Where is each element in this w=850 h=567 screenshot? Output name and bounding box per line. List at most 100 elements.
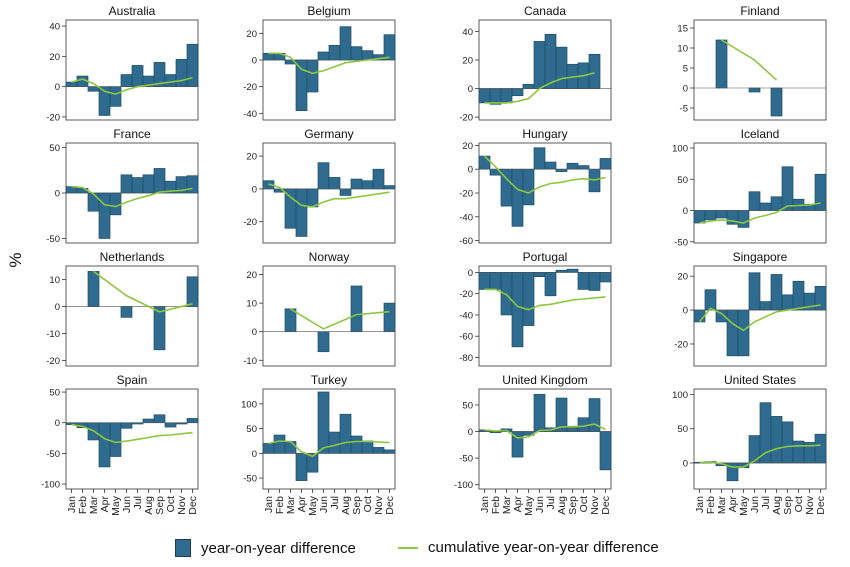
panel-title: Portugal	[523, 250, 568, 264]
x-tick-label: Apr	[512, 496, 524, 513]
bar-turkey-apr	[295, 453, 308, 481]
x-tick-label: May	[110, 495, 122, 516]
bar-spain-sep	[153, 414, 166, 424]
bar-belgium-jul	[328, 44, 341, 61]
bar-belgium-jun	[317, 51, 330, 61]
bar-germany-nov	[372, 168, 385, 190]
y-tick-label: 50	[49, 388, 60, 399]
y-tick-label: -20	[459, 189, 473, 200]
bar-finland-jun	[748, 87, 761, 93]
bar-hungary-jun	[533, 147, 546, 170]
bar-singapore-apr	[726, 309, 739, 357]
bar-australia-may	[109, 86, 122, 107]
bar-germany-aug	[339, 188, 352, 196]
y-tick-label: 0	[683, 306, 688, 317]
bar-australia-oct	[164, 74, 177, 88]
legend-bar-swatch	[175, 539, 191, 557]
x-tick-label: Aug	[143, 496, 155, 515]
bar-belgium-oct	[361, 50, 374, 61]
x-tick-label: Aug	[771, 496, 783, 515]
bar-portugal-nov	[588, 272, 601, 291]
bar-turkey-dec	[383, 449, 396, 454]
panel-portugal: Portugal -80 -60 -40 -20 0	[459, 250, 612, 367]
bar-germany-oct	[361, 180, 374, 190]
y-tick-label: 10	[246, 299, 257, 310]
bar-belgium-apr	[295, 59, 308, 112]
y-tick-label: 0	[252, 449, 257, 460]
bar-germany-jul	[328, 177, 341, 190]
bar-australia-dec	[186, 43, 199, 88]
x-tick-label: May	[738, 495, 750, 516]
bar-netherlands-dec	[186, 276, 199, 307]
panel-finland: Finland -5 0 5 10 15	[677, 4, 827, 121]
x-tick-label: Mar	[285, 496, 297, 515]
bar-spain-apr	[98, 422, 111, 468]
y-tick-label: 15	[677, 24, 688, 35]
cumulative-line-iceland	[699, 202, 821, 224]
x-tick-label: Oct	[165, 496, 177, 512]
bar-turkey-jan	[262, 443, 275, 454]
panel-title: Iceland	[741, 127, 780, 141]
x-tick-label: Jan	[66, 496, 78, 513]
bar-turkey-mar	[284, 441, 297, 454]
bar-iceland-sep	[781, 166, 794, 211]
panel-title: France	[113, 127, 151, 141]
panel-title: Germany	[304, 127, 353, 141]
bar-norway-jun	[317, 331, 330, 353]
y-tick-label: -50	[674, 237, 688, 248]
x-tick-label: May	[307, 495, 319, 516]
y-tick-label: 50	[677, 175, 688, 186]
bar-australia-jan	[65, 81, 78, 88]
y-tick-label: 0	[55, 82, 60, 93]
y-tick-label: 50	[677, 424, 688, 435]
bar-singapore-dec	[814, 285, 827, 311]
bar-australia-jul	[131, 65, 144, 88]
bar-australia-mar	[87, 86, 100, 92]
y-tick-label: -40	[459, 310, 473, 321]
y-tick-label: 20	[677, 272, 688, 283]
y-tick-label: -50	[46, 449, 60, 460]
y-tick-label: -10	[243, 356, 257, 367]
y-tick-label: 50	[49, 143, 60, 154]
cumulative-line-united-kingdom	[484, 423, 606, 439]
panel-title: United States	[724, 373, 796, 387]
panel-title: Singapore	[733, 250, 788, 264]
bar-spain-oct	[164, 422, 177, 428]
panel-australia: Australia -20 0 20 40	[46, 4, 199, 123]
x-tick-label: Dec	[600, 496, 612, 515]
y-tick-label: 40	[462, 27, 473, 38]
y-tick-label: -20	[243, 82, 257, 93]
x-tick-label: Mar	[716, 496, 728, 515]
panel-title: Netherlands	[100, 250, 165, 264]
bar-canada-may	[522, 83, 535, 89]
y-tick-label: 20	[462, 141, 473, 152]
bar-france-aug	[142, 174, 155, 194]
panel-belgium: Belgium -40 -20 0 20	[243, 4, 396, 121]
bar-hungary-aug	[555, 168, 568, 172]
y-tick-label: -60	[459, 236, 473, 247]
y-tick-label: -10	[46, 329, 60, 340]
bar-france-dec	[186, 175, 199, 194]
x-tick-label: Dec	[815, 496, 827, 515]
bar-turkey-nov	[372, 447, 385, 454]
bar-germany-may	[306, 188, 319, 208]
x-tick-label: Feb	[705, 496, 717, 514]
bar-portugal-may	[522, 272, 535, 326]
x-tick-label: Jan	[263, 496, 275, 513]
bar-iceland-jan	[693, 210, 706, 224]
y-tick-label: 0	[55, 189, 60, 200]
panel-title: Norway	[309, 250, 350, 264]
legend-line-label: cumulative year-on-year difference	[428, 539, 659, 556]
x-tick-label: Oct	[362, 496, 374, 512]
plot-frame	[693, 19, 827, 121]
y-tick-label: -60	[459, 332, 473, 343]
x-tick-label: Apr	[99, 496, 111, 513]
bar-france-jul	[131, 177, 144, 194]
bar-turkey-feb	[273, 434, 286, 454]
cumulative-line-norway	[290, 308, 390, 330]
panel-title: Turkey	[311, 373, 347, 387]
legend-item-bar: year-on-year difference	[175, 539, 356, 557]
x-tick-label: Jul	[760, 496, 772, 509]
bar-belgium-may	[306, 59, 319, 93]
legend-line-swatch	[398, 546, 418, 549]
